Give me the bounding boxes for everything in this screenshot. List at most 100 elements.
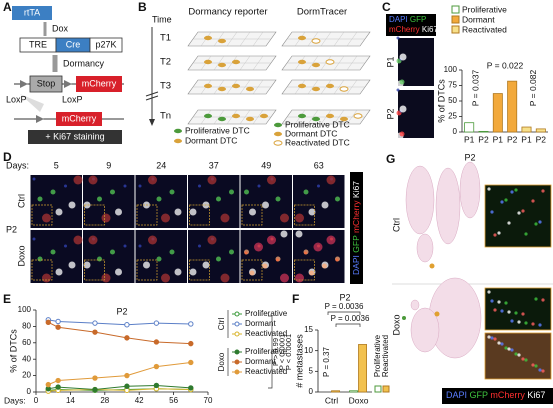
cell — [510, 319, 514, 323]
label: Ctrl — [16, 194, 26, 208]
cell — [517, 320, 521, 324]
label: 37 — [209, 160, 219, 170]
cell — [73, 235, 83, 245]
cell — [298, 35, 306, 41]
cell — [55, 208, 63, 216]
cell — [198, 244, 201, 248]
cell — [216, 256, 221, 262]
bar — [492, 93, 503, 133]
label: T2 — [160, 57, 171, 68]
cell — [115, 208, 122, 216]
cell — [308, 208, 316, 216]
cell — [490, 210, 494, 214]
label: Dormant DTC — [185, 135, 237, 145]
label: P = 0.082 — [528, 69, 538, 106]
cell — [244, 251, 248, 255]
cell — [50, 189, 56, 195]
legend-swatch — [274, 131, 282, 137]
label: Proliferative — [245, 309, 288, 318]
cell — [204, 83, 212, 89]
axis-break — [145, 91, 159, 101]
series-line — [48, 319, 191, 326]
marker — [153, 382, 160, 389]
micrograph — [30, 175, 82, 228]
marker — [92, 386, 98, 393]
label: Days: — [6, 160, 29, 170]
label: 100 — [18, 305, 32, 314]
label: 50 — [448, 96, 457, 105]
cell — [326, 83, 334, 89]
cell — [156, 196, 162, 202]
cell — [68, 261, 76, 269]
bracket — [268, 315, 273, 389]
bar — [349, 390, 359, 393]
stain-word: Ki67 — [351, 181, 361, 198]
cell — [156, 256, 162, 262]
bar — [478, 130, 489, 133]
cell — [541, 369, 545, 373]
cell — [280, 273, 289, 283]
cell — [262, 201, 269, 209]
cell — [295, 273, 304, 283]
label: 9 — [106, 160, 111, 170]
cell — [353, 113, 363, 119]
label: Tn — [160, 111, 171, 122]
stain-bg — [350, 172, 363, 284]
label: Dormancy reporter — [188, 7, 267, 18]
cell — [204, 35, 212, 41]
cell — [110, 249, 115, 255]
cell — [254, 242, 263, 252]
cell — [524, 321, 528, 325]
label: Dormancy — [63, 58, 105, 68]
cell — [325, 59, 335, 65]
tissue — [410, 299, 420, 311]
label: Days: — [4, 395, 26, 405]
box — [89, 37, 123, 53]
label: P1 — [464, 134, 475, 144]
cell — [42, 213, 51, 223]
label: Ctrl — [217, 318, 226, 331]
metastasis — [402, 316, 406, 320]
cell — [493, 233, 497, 237]
loxp-site — [36, 115, 44, 123]
label: % of DTCs — [436, 79, 446, 123]
cell — [497, 231, 501, 235]
cell — [83, 261, 91, 269]
label: Dox — [52, 23, 69, 33]
legend-marker — [234, 321, 240, 327]
tissue — [459, 161, 481, 219]
stain-label: mCherry Ki67 — [389, 25, 438, 34]
bar — [331, 390, 341, 393]
panel-a-text: rtTA Dox TRE Cre p27K Dormancy Stop mChe… — [6, 7, 117, 141]
series-line — [48, 361, 191, 386]
label: G — [386, 152, 395, 166]
label: Reactivated — [381, 335, 390, 377]
cell — [399, 79, 405, 85]
box — [29, 75, 63, 93]
label: Reactivated DTC — [285, 137, 350, 147]
stain-label: DAPI GFP mCherry Ki67 — [446, 390, 545, 400]
label: P > 0.99 — [271, 338, 280, 366]
label: P = 0.0036 — [331, 314, 370, 323]
label: Stop — [37, 78, 56, 88]
label: Reactivated — [245, 367, 287, 376]
cell — [204, 113, 212, 119]
micrograph — [30, 230, 82, 283]
label: P2 — [478, 134, 489, 144]
cell — [161, 213, 170, 223]
cell — [218, 86, 226, 92]
inset — [31, 259, 53, 281]
cell — [123, 184, 127, 188]
cell — [202, 261, 210, 269]
inset — [241, 204, 263, 226]
cell — [531, 322, 535, 326]
box — [12, 6, 52, 20]
label: 15 — [304, 325, 313, 334]
cell — [538, 323, 542, 327]
inset — [294, 259, 315, 281]
cell — [267, 235, 276, 245]
label: D — [3, 150, 12, 164]
label: 75 — [448, 81, 457, 90]
label: P2 — [536, 134, 547, 144]
legend-swatch — [451, 25, 460, 34]
